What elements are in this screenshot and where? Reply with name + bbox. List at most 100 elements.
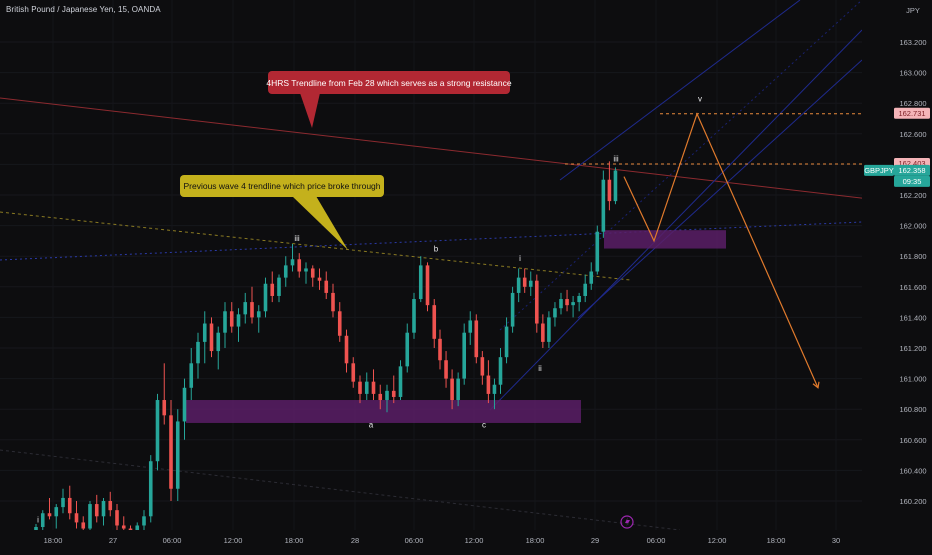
price-tick-label: 162.200 <box>899 191 926 200</box>
price-label-text: 162.403 <box>898 159 925 168</box>
candle-body <box>385 390 389 401</box>
candle-body <box>391 390 396 397</box>
wave4-callout-pointer <box>292 196 348 250</box>
candle-body <box>263 283 268 312</box>
price-label-text: 162.731 <box>898 109 925 118</box>
price-labels: 162.731 162.403 GBPJPY 162.358 09:35 <box>864 107 930 187</box>
candle-body <box>358 381 362 394</box>
wave-label: iii <box>613 154 619 163</box>
time-tick-label: 29 <box>591 536 599 545</box>
candle-body <box>202 323 207 342</box>
channel-line-base <box>577 59 863 319</box>
candle-body <box>196 341 200 364</box>
candle-body <box>175 421 180 489</box>
price-tick-label: 161.200 <box>899 344 926 353</box>
candle-body <box>559 299 563 309</box>
candle-body <box>115 510 119 526</box>
candle-body <box>468 320 473 333</box>
time-tick-label: 12:00 <box>708 536 727 545</box>
candle-body <box>565 299 569 306</box>
price-tick-label: 161.800 <box>899 252 926 261</box>
candle-body <box>88 504 92 529</box>
candle-body <box>290 259 295 266</box>
candle-body <box>94 504 99 517</box>
wave-label: iii <box>294 234 300 243</box>
resistance-callout[interactable]: 4HRS Trendline from Feb 28 which serves … <box>266 71 512 128</box>
candle-body <box>504 326 509 358</box>
candle-body <box>535 280 539 324</box>
candle-body <box>223 311 227 333</box>
price-axis-panel[interactable] <box>862 0 932 530</box>
candle-body <box>425 265 430 306</box>
channel-line-upper <box>559 0 801 181</box>
currency-label: JPY <box>906 6 920 15</box>
candle-body <box>432 305 437 339</box>
time-tick-label: 30 <box>832 536 840 545</box>
resistance-callout-pointer <box>300 93 320 128</box>
lightning-icon[interactable] <box>620 515 634 529</box>
candle-body <box>169 415 173 489</box>
wave-label: a <box>369 421 374 430</box>
time-axis-ticks: 18:00 27 06:00 12:00 18:00 28 06:00 12:00 18:00 2… <box>44 536 841 545</box>
wave4-callout[interactable]: Previous wave 4 trendline which price br… <box>180 175 384 250</box>
time-tick-label: 18:00 <box>285 536 304 545</box>
time-tick-label: 12:00 <box>224 536 243 545</box>
time-axis-panel[interactable] <box>0 530 932 550</box>
candle-body <box>34 527 38 531</box>
demand-zone <box>604 230 726 249</box>
candle-body <box>67 497 72 514</box>
price-tick-label: 161.600 <box>899 283 926 292</box>
candles <box>34 161 618 534</box>
candle-body <box>412 299 416 333</box>
price-axis-ticks: 163.200163.000162.800162.600162.400162.2… <box>899 38 926 506</box>
candle-body <box>61 497 65 508</box>
wave-label: i <box>519 254 521 263</box>
time-tick-label: 18:00 <box>767 536 786 545</box>
wave-label: ii <box>538 364 542 373</box>
candle-body <box>229 311 234 327</box>
candle-body <box>516 277 521 293</box>
price-tick-label: 161.400 <box>899 313 926 322</box>
candle-body <box>456 378 460 401</box>
wave-label: i <box>37 515 39 524</box>
resistance-callout-box <box>268 71 510 94</box>
price-label-text: 09:35 <box>903 177 922 186</box>
candle-body <box>480 357 485 376</box>
candle-body <box>304 268 308 272</box>
price-tick-label: 161.000 <box>899 375 926 384</box>
time-tick-label: 06:00 <box>405 536 424 545</box>
price-tick-label: 163.000 <box>899 69 926 78</box>
candle-body <box>371 381 376 394</box>
candle-body <box>462 332 466 379</box>
wave4-callout-text: Previous wave 4 trendline which price br… <box>183 181 380 191</box>
candle-body <box>250 302 254 318</box>
candle-body <box>474 320 479 358</box>
candle-body <box>270 283 275 296</box>
time-tick-label: 12:00 <box>465 536 484 545</box>
candle-body <box>74 513 79 523</box>
time-tick-label: 06:00 <box>647 536 666 545</box>
wave-label: b <box>434 245 439 254</box>
channel-line-lower <box>489 29 863 411</box>
candle-body <box>450 378 454 401</box>
price-label-box <box>894 164 930 176</box>
candle-body <box>553 308 557 318</box>
candle-body <box>331 292 335 312</box>
projection-arrowhead <box>812 381 820 389</box>
candle-body <box>510 292 515 327</box>
time-tick-label: 28 <box>351 536 359 545</box>
projection-line <box>623 112 819 389</box>
candle-body <box>398 366 403 397</box>
candle-body <box>256 311 261 318</box>
wave-label: c <box>482 421 486 430</box>
candle-body <box>283 265 288 278</box>
candle-body <box>182 387 187 422</box>
candle-body <box>364 381 369 394</box>
candle-body <box>189 363 194 388</box>
candle-body <box>522 277 527 287</box>
candle-body <box>81 522 86 529</box>
candle-body <box>541 323 545 342</box>
candle-body <box>148 461 153 517</box>
